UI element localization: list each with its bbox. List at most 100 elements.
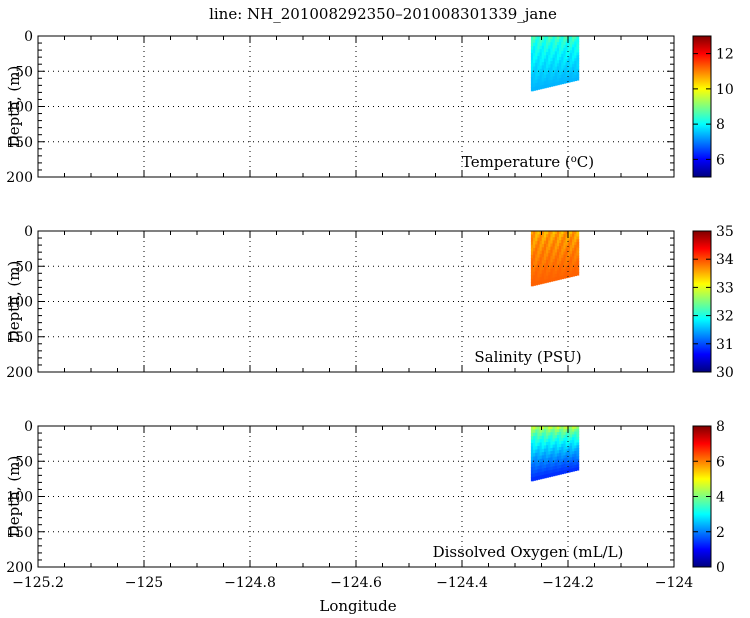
data-cell	[539, 429, 543, 434]
data-cell	[548, 259, 552, 264]
data-cell	[561, 74, 565, 79]
data-cell	[576, 60, 580, 65]
data-cell	[552, 76, 556, 81]
data-cell	[552, 265, 556, 269]
data-cell	[530, 470, 534, 475]
data-cell	[543, 61, 547, 66]
data-cell	[559, 258, 562, 262]
data-cell	[552, 42, 556, 46]
data-cell	[565, 53, 569, 57]
data-cell	[556, 234, 560, 238]
data-cell	[569, 231, 573, 235]
data-cell	[559, 45, 562, 49]
data-cell	[537, 45, 541, 50]
data-cell	[533, 73, 536, 78]
data-cell	[533, 275, 536, 280]
data-cell	[533, 237, 536, 242]
data-cell	[554, 42, 558, 46]
data-cell	[565, 262, 569, 267]
data-cell	[533, 459, 536, 464]
data-cell	[533, 426, 536, 430]
data-cell	[548, 249, 552, 254]
data-cell	[565, 274, 569, 279]
data-cell	[554, 459, 558, 464]
data-cell	[569, 239, 573, 243]
colorbar: 30 31 32 33 34 35	[692, 224, 734, 381]
data-cell	[546, 51, 549, 56]
data-cell	[548, 470, 552, 475]
data-cell	[554, 60, 558, 65]
data-cell	[563, 263, 567, 267]
data-cell	[541, 471, 545, 476]
data-cell	[559, 426, 562, 430]
data-cell	[546, 80, 549, 85]
data-cell	[569, 50, 573, 54]
data-cell	[565, 452, 569, 456]
data-cell	[561, 47, 565, 52]
data-cell	[576, 464, 580, 468]
data-cell	[563, 65, 567, 69]
data-cell	[563, 458, 567, 462]
data-cell	[550, 42, 554, 46]
data-cell	[552, 73, 556, 77]
data-cell	[572, 465, 575, 469]
data-cell	[552, 252, 556, 257]
y-tick-label: 0	[24, 224, 33, 240]
data-cell	[561, 254, 565, 259]
colorbar-tick-label: 6	[716, 152, 725, 168]
data-cell	[572, 468, 575, 472]
data-cell	[543, 474, 547, 479]
data-cell	[533, 466, 536, 471]
data-cell	[530, 73, 534, 78]
data-cell	[576, 467, 580, 471]
data-cell	[569, 451, 573, 456]
colorbar: 0 2 4 6 8	[692, 419, 725, 576]
data-cell	[546, 74, 549, 79]
data-cell	[546, 445, 549, 449]
data-cell	[576, 458, 580, 463]
data-cell	[567, 36, 571, 40]
data-cell	[554, 273, 558, 278]
colorbar-tick-label: 12	[716, 47, 734, 63]
data-cell	[543, 253, 547, 258]
data-cell	[567, 271, 571, 275]
data-cell	[548, 448, 552, 452]
data-cell	[552, 435, 556, 439]
data-cell	[569, 454, 573, 458]
data-cell	[550, 256, 554, 260]
data-cell	[533, 86, 536, 91]
data-cell	[535, 449, 539, 454]
data-cell	[550, 54, 554, 59]
data-cell	[572, 64, 575, 68]
data-cell	[572, 454, 575, 458]
data-cell	[561, 236, 565, 241]
data-cell	[539, 273, 543, 278]
data-cell	[561, 260, 565, 265]
data-cell	[559, 234, 562, 238]
data-cell	[569, 233, 573, 238]
data-cell	[548, 262, 552, 267]
data-cell	[561, 455, 565, 460]
data-cell	[572, 259, 575, 263]
data-cell	[550, 79, 554, 84]
data-cell	[530, 261, 534, 266]
data-cell	[546, 467, 549, 472]
data-cell	[535, 86, 539, 91]
data-cell	[548, 58, 552, 62]
data-cell	[554, 453, 558, 458]
data-cell	[537, 449, 541, 454]
colorbar-tick-label: 4	[716, 490, 725, 506]
x-tick-label: −124.6	[330, 575, 382, 591]
data-cell	[576, 269, 580, 273]
data-cell	[554, 63, 558, 68]
data-cell	[576, 241, 580, 246]
data-cell	[548, 42, 552, 47]
data-cell	[533, 261, 536, 266]
data-cell	[567, 443, 571, 447]
data-cell	[539, 475, 543, 480]
data-cell	[550, 268, 554, 273]
data-cell	[539, 435, 543, 440]
data-cell	[535, 69, 539, 74]
data-cell	[574, 467, 578, 472]
data-cell	[548, 240, 552, 245]
